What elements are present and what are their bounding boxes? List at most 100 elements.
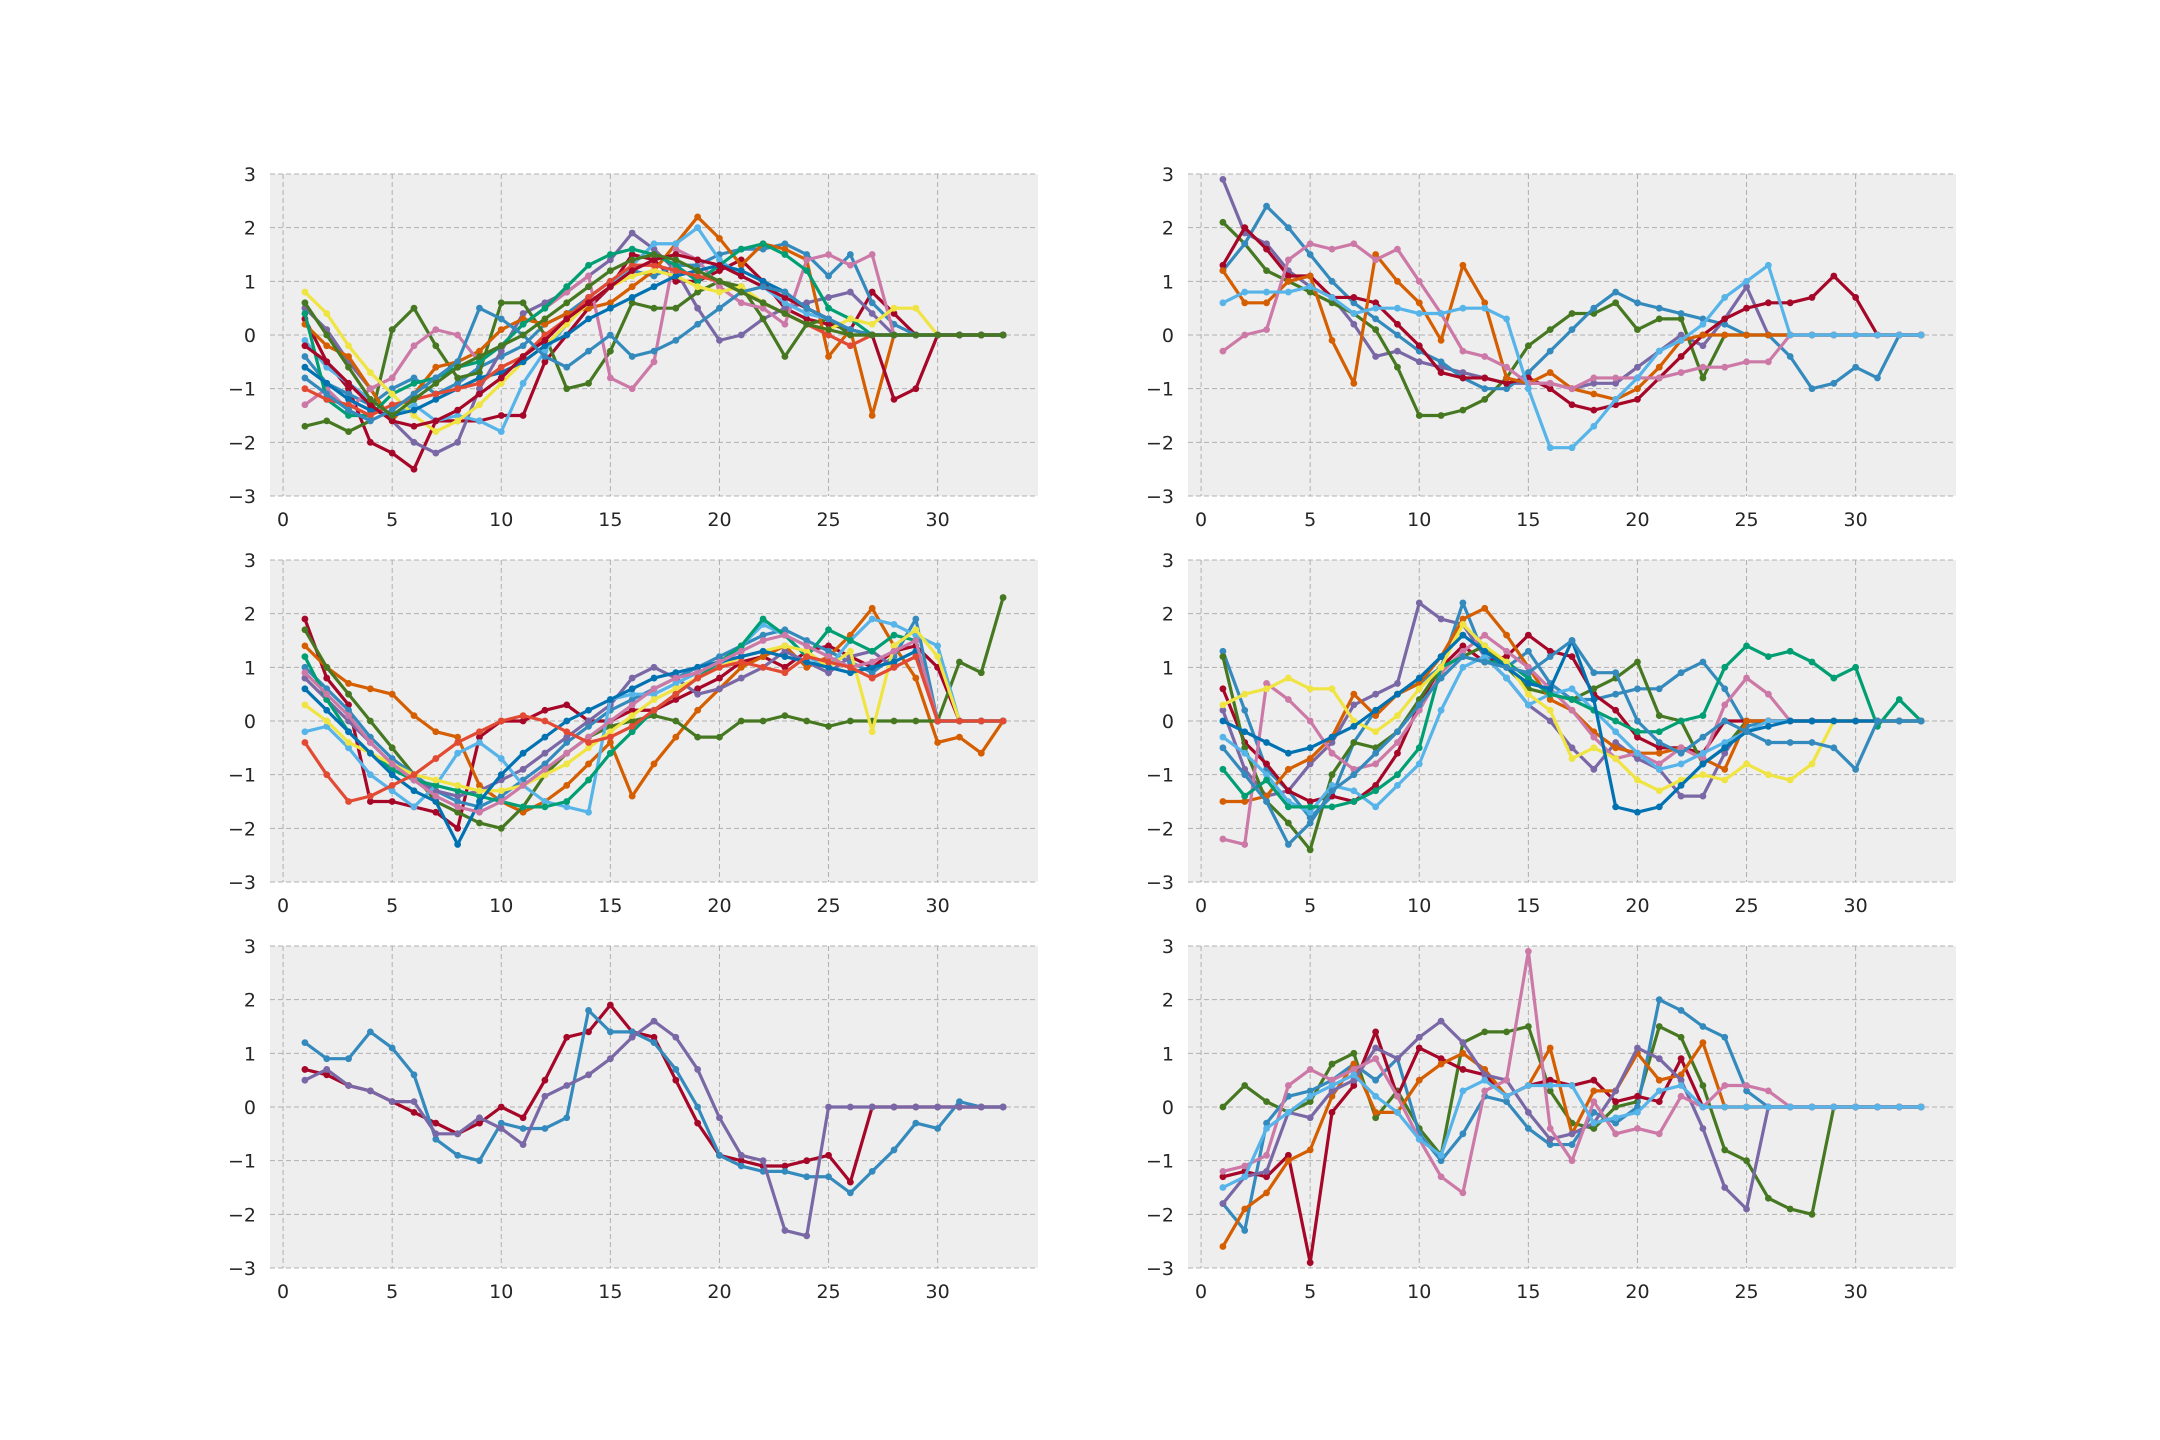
data-point [1568, 755, 1576, 762]
data-point [1546, 1087, 1554, 1095]
data-point [1546, 1044, 1554, 1052]
data-point [1394, 363, 1401, 371]
series-11 [301, 653, 1007, 805]
data-point [1568, 1157, 1576, 1165]
data-point [825, 642, 832, 650]
data-point [1524, 1125, 1532, 1132]
data-point [1263, 760, 1270, 768]
data-point [1568, 310, 1576, 317]
data-point [628, 706, 636, 714]
y-tick-label: 2 [1162, 604, 1174, 626]
data-point [1394, 1092, 1401, 1100]
data-point [1459, 1087, 1467, 1095]
data-point [1590, 1119, 1598, 1127]
data-point [1655, 760, 1663, 768]
data-point [716, 304, 723, 312]
y-tick-label: −3 [1146, 1258, 1174, 1280]
data-point [1481, 374, 1489, 382]
data-point [1612, 669, 1620, 677]
data-point [1634, 363, 1641, 371]
data-point [628, 261, 636, 269]
data-point [1677, 744, 1685, 752]
data-point [1284, 674, 1292, 682]
data-point [1241, 224, 1249, 232]
data-point [868, 310, 876, 317]
data-point [585, 1028, 592, 1036]
data-point [1372, 353, 1380, 360]
data-point [432, 326, 440, 334]
data-point [1764, 261, 1772, 269]
data-point [1350, 798, 1358, 805]
data-point [366, 685, 374, 693]
series-8 [1219, 642, 1925, 811]
x-tick-label: 0 [277, 1281, 289, 1303]
data-point [1263, 1189, 1270, 1197]
data-point [563, 299, 571, 307]
data-point [1481, 304, 1489, 312]
data-point [519, 299, 527, 307]
x-tick-label: 5 [386, 1281, 398, 1303]
data-point [846, 1178, 854, 1186]
data-point [1764, 1103, 1772, 1111]
data-point [1481, 658, 1489, 666]
data-point [781, 240, 789, 248]
data-point [868, 615, 876, 623]
data-point [1590, 1087, 1598, 1095]
data-point [1852, 765, 1860, 773]
data-point [1634, 326, 1641, 334]
data-point [1481, 1076, 1489, 1084]
data-point [1677, 792, 1685, 800]
data-point [1328, 771, 1336, 779]
data-point [1372, 1028, 1380, 1036]
data-point [410, 1108, 418, 1116]
data-point [1546, 1082, 1554, 1089]
data-point [1263, 680, 1270, 687]
data-point [1743, 331, 1750, 339]
x-tick-label: 5 [386, 509, 398, 531]
data-point [1350, 379, 1358, 387]
data-point [803, 663, 811, 671]
data-point [1459, 599, 1467, 607]
data-point [912, 717, 920, 725]
data-point [628, 722, 636, 730]
data-point [1328, 685, 1336, 693]
data-point [1721, 363, 1729, 371]
data-point [1394, 347, 1401, 355]
data-point [541, 315, 549, 323]
data-point [1568, 1082, 1576, 1089]
data-point [1546, 326, 1554, 334]
data-point [1546, 717, 1554, 725]
data-point [890, 331, 898, 339]
data-point [650, 706, 658, 714]
x-tick-label: 0 [277, 509, 289, 531]
data-point [1830, 331, 1838, 339]
data-point [781, 1162, 789, 1170]
data-point [934, 1125, 942, 1132]
data-point [476, 733, 483, 741]
data-point [1808, 760, 1816, 768]
data-point [716, 288, 723, 296]
data-point [1568, 744, 1576, 752]
data-point [977, 717, 985, 725]
data-point [454, 1130, 462, 1138]
data-point [1830, 717, 1838, 725]
data-point [1677, 1007, 1685, 1014]
data-point [1219, 1168, 1227, 1175]
data-point [716, 256, 723, 264]
series-9 [301, 647, 1007, 848]
data-point [1830, 272, 1838, 280]
data-point [672, 696, 680, 703]
data-point [694, 706, 702, 714]
data-point [1568, 1130, 1576, 1138]
data-point [694, 669, 702, 677]
data-point [1481, 647, 1489, 655]
data-point [1459, 406, 1467, 414]
data-point [1306, 272, 1314, 280]
data-point [1612, 299, 1620, 307]
data-point [1459, 1049, 1467, 1057]
data-point [672, 674, 680, 682]
data-point [1655, 1098, 1663, 1106]
data-point [737, 272, 745, 280]
data-point [1634, 755, 1641, 762]
data-point [606, 304, 614, 312]
